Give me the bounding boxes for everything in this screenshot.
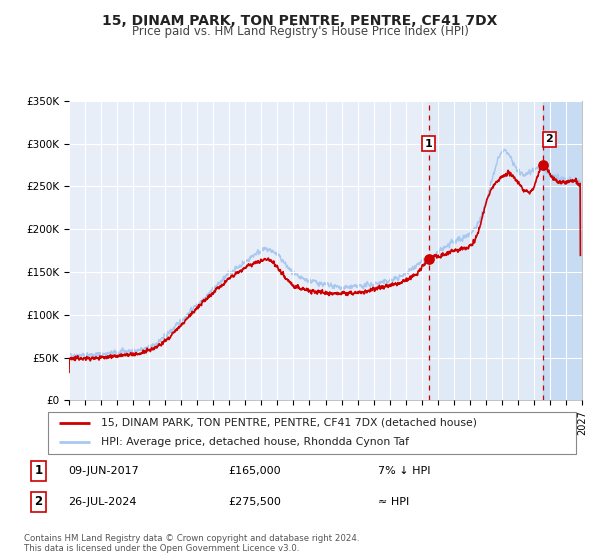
Bar [429, 101, 543, 400]
Text: HPI: Average price, detached house, Rhondda Cynon Taf: HPI: Average price, detached house, Rhon… [101, 437, 409, 447]
Text: 2: 2 [545, 134, 553, 144]
Text: 09-JUN-2017: 09-JUN-2017 [68, 466, 139, 476]
Text: 7% ↓ HPI: 7% ↓ HPI [378, 466, 431, 476]
Point [538, 160, 548, 169]
Bar [543, 101, 582, 400]
Text: 1: 1 [425, 139, 433, 148]
Text: £165,000: £165,000 [228, 466, 281, 476]
Text: 15, DINAM PARK, TON PENTRE, PENTRE, CF41 7DX (detached house): 15, DINAM PARK, TON PENTRE, PENTRE, CF41… [101, 418, 477, 428]
Text: 1: 1 [34, 464, 43, 478]
Text: 15, DINAM PARK, TON PENTRE, PENTRE, CF41 7DX: 15, DINAM PARK, TON PENTRE, PENTRE, CF41… [103, 14, 497, 28]
Bar [543, 101, 582, 400]
Text: £275,500: £275,500 [228, 497, 281, 507]
Text: Price paid vs. HM Land Registry's House Price Index (HPI): Price paid vs. HM Land Registry's House … [131, 25, 469, 38]
Point [424, 255, 434, 264]
Text: 2: 2 [34, 495, 43, 508]
Text: ≈ HPI: ≈ HPI [378, 497, 409, 507]
Text: 26-JUL-2024: 26-JUL-2024 [68, 497, 136, 507]
Text: Contains HM Land Registry data © Crown copyright and database right 2024.
This d: Contains HM Land Registry data © Crown c… [24, 534, 359, 553]
